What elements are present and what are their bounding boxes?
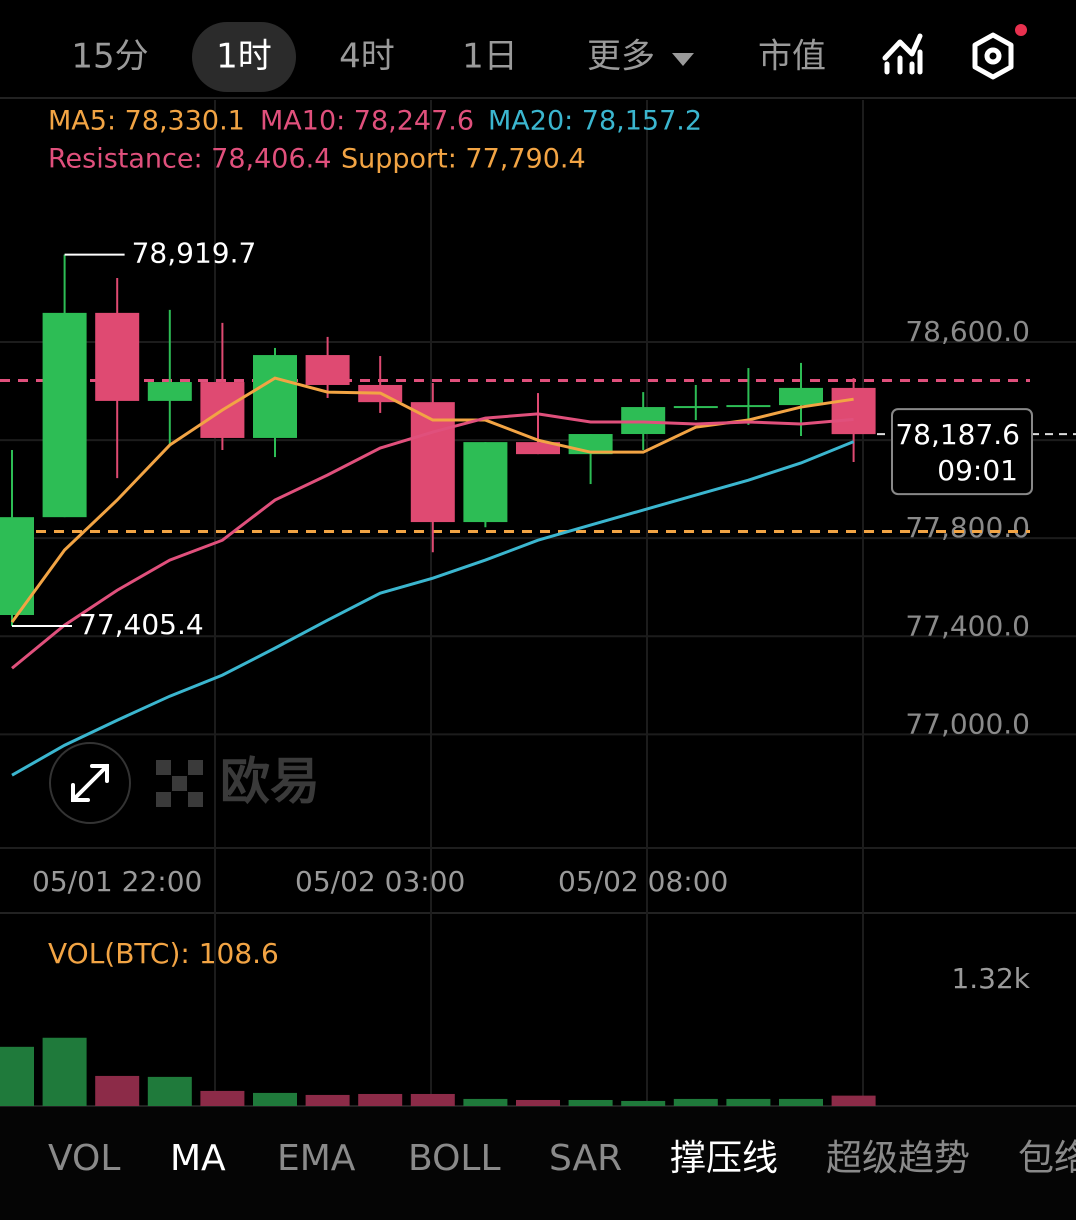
- logo-square: [188, 760, 203, 775]
- y-tick-label: 1.32k: [951, 962, 1030, 995]
- logo-square: [156, 792, 171, 807]
- indicator-icon[interactable]: [882, 33, 923, 75]
- icon-line: [882, 33, 923, 61]
- volume-bar: [779, 1098, 823, 1106]
- interval-tab[interactable]: 1时: [216, 37, 272, 77]
- candle-body: [779, 387, 823, 406]
- logo-square: [172, 776, 187, 791]
- indicator-tab[interactable]: EMA: [277, 1138, 356, 1179]
- volume-bar: [568, 1099, 613, 1106]
- volume-bar: [95, 1075, 140, 1106]
- candle-body: [516, 442, 560, 455]
- volume-bar: [621, 1100, 666, 1106]
- candle-body: [410, 402, 455, 523]
- icon-hexagon: [972, 32, 1014, 80]
- volume-bar: [42, 1037, 87, 1106]
- candle-body: [95, 312, 140, 401]
- volume-bar: [358, 1093, 403, 1106]
- interval-tab[interactable]: 1日: [462, 37, 518, 77]
- ma-legend: MA20: 78,157.2: [488, 106, 702, 137]
- ma-legend: MA10: 78,247.6: [260, 106, 474, 137]
- y-tick-label: 77,000.0: [905, 707, 1030, 740]
- level-legend: Resistance: 78,406.4: [48, 144, 331, 175]
- indicator-tab[interactable]: MA: [170, 1138, 226, 1179]
- last-price-label: 78,187.6: [895, 418, 1020, 451]
- volume-bar: [673, 1098, 718, 1106]
- countdown: 09:01: [937, 454, 1018, 487]
- logo-square: [156, 760, 171, 775]
- candle-body: [831, 387, 876, 435]
- price-tag: [891, 408, 1033, 496]
- candle-body: [673, 406, 718, 409]
- icon-line: [71, 764, 109, 802]
- icon-arrow: [71, 783, 90, 802]
- candle-body: [463, 442, 508, 523]
- market-cap-tab[interactable]: 市值: [758, 37, 826, 77]
- indicator-tab[interactable]: VOL: [48, 1138, 120, 1179]
- candle-body: [726, 405, 771, 408]
- volume-bar: [516, 1099, 560, 1106]
- volume-bar: [147, 1076, 192, 1106]
- icon-arrow: [90, 764, 109, 783]
- x-tick-label: 05/02 08:00: [558, 865, 728, 898]
- level-legend: Support: 77,790.4: [341, 144, 586, 175]
- more-tab[interactable]: 更多: [587, 37, 655, 77]
- icon-dot: [984, 47, 1002, 65]
- candle-body: [253, 355, 297, 438]
- volume-bar: [0, 1046, 34, 1106]
- indicator-tab[interactable]: 超级趋势: [826, 1138, 970, 1179]
- expand-button[interactable]: [49, 742, 131, 824]
- indicator-tab[interactable]: 包络: [1018, 1138, 1076, 1179]
- interval-tab[interactable]: 4时: [339, 37, 395, 77]
- indicator-tab[interactable]: SAR: [549, 1138, 622, 1179]
- watermark-logo: [156, 760, 203, 807]
- logo-square: [188, 792, 203, 807]
- y-tick-label: 78,600.0: [905, 315, 1030, 348]
- vertical-grid: [214, 100, 864, 1106]
- candle-body: [147, 382, 192, 401]
- candle-body: [305, 355, 350, 385]
- ma-line: [11, 412, 854, 670]
- notification-dot: [1015, 24, 1027, 36]
- ma-line: [11, 440, 855, 777]
- volume-bar: [726, 1098, 771, 1106]
- tab-highlight: [192, 22, 296, 92]
- volume-bar: [463, 1098, 508, 1106]
- ma-legend: MA5: 78,330.1: [48, 106, 245, 137]
- volume-bar: [305, 1094, 350, 1106]
- settings-icon[interactable]: [972, 24, 1027, 80]
- candle-body: [42, 312, 87, 518]
- indicator-tab[interactable]: 撑压线: [670, 1138, 778, 1179]
- volume-bar: [410, 1093, 455, 1106]
- volume-bar: [253, 1092, 297, 1106]
- volume-bar: [200, 1090, 245, 1106]
- indicator-tab[interactable]: BOLL: [408, 1138, 501, 1179]
- volume-bar: [831, 1095, 876, 1106]
- x-tick-label: 05/02 03:00: [295, 865, 465, 898]
- dropdown-arrow: [672, 53, 694, 66]
- y-tick-label: 77,800.0: [905, 511, 1030, 544]
- extreme-label: 78,919.7: [132, 237, 257, 270]
- extreme-label: 77,405.4: [79, 608, 204, 641]
- y-tick-label: 77,400.0: [905, 609, 1030, 642]
- expand-icon: [71, 764, 109, 802]
- volume-legend: VOL(BTC): 108.6: [48, 937, 279, 970]
- interval-tab[interactable]: 15分: [71, 37, 148, 77]
- x-tick-label: 05/01 22:00: [32, 865, 202, 898]
- bottom-bar: [0, 1106, 1076, 1220]
- watermark: 欧易: [220, 753, 320, 811]
